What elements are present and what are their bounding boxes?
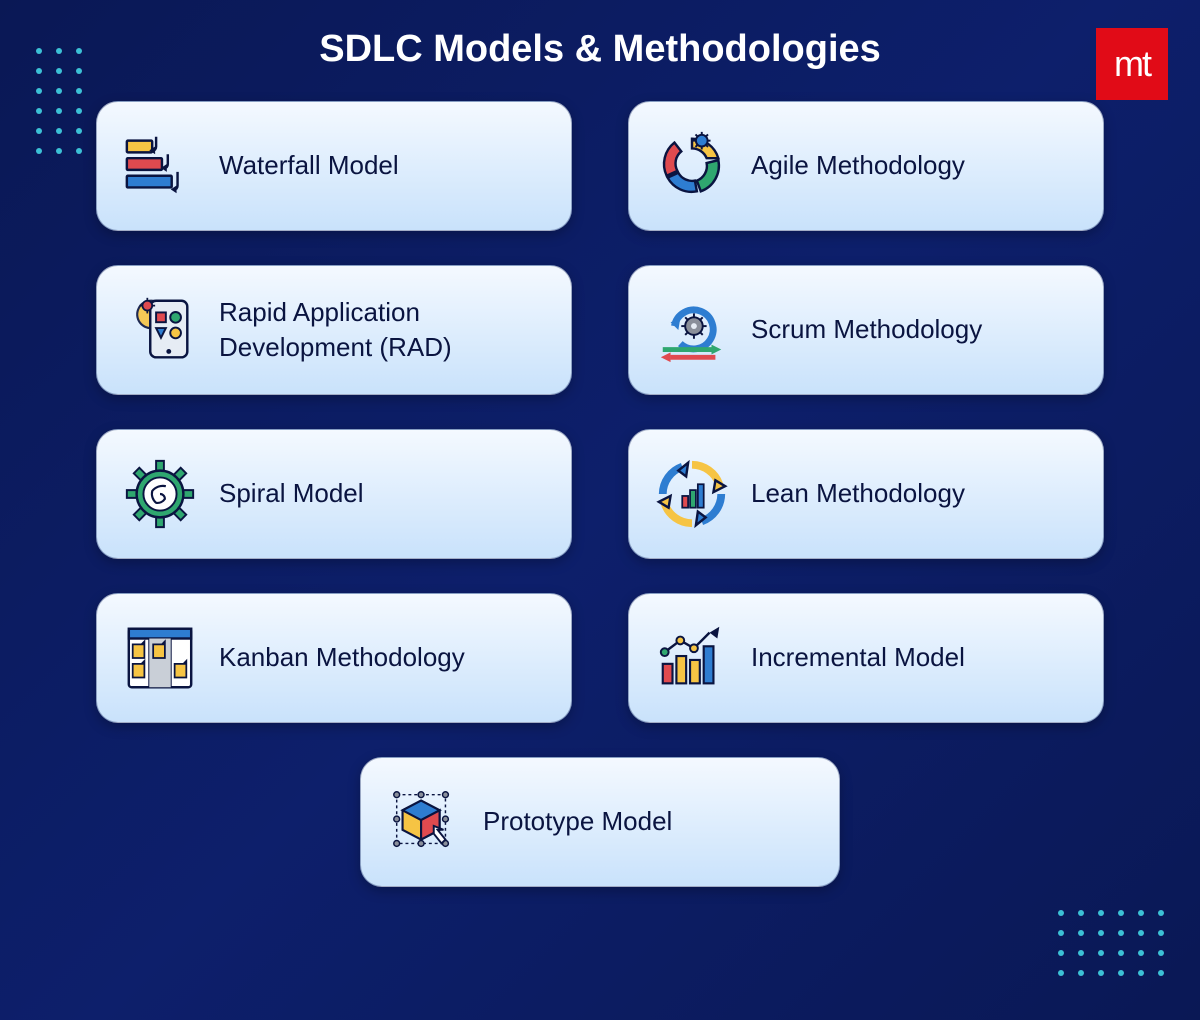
page-title: SDLC Models & Methodologies (0, 0, 1200, 101)
card-rad: Rapid Application Development (RAD) (96, 265, 572, 395)
kanban-icon (121, 619, 199, 697)
card-label: Lean Methodology (751, 476, 965, 511)
card-scrum: Scrum Methodology (628, 265, 1104, 395)
decorative-dots-top-left (36, 48, 82, 154)
decorative-dots-bottom-right (1058, 910, 1164, 976)
card-label: Agile Methodology (751, 148, 965, 183)
card-label: Prototype Model (483, 804, 672, 839)
incremental-icon (653, 619, 731, 697)
card-kanban: Kanban Methodology (96, 593, 572, 723)
card-label: Spiral Model (219, 476, 364, 511)
center-row: Prototype Model (0, 757, 1200, 887)
rad-icon (121, 291, 199, 369)
card-waterfall: Waterfall Model (96, 101, 572, 231)
card-incremental: Incremental Model (628, 593, 1104, 723)
brand-logo: mt (1096, 28, 1168, 100)
scrum-icon (653, 291, 731, 369)
card-label: Kanban Methodology (219, 640, 465, 675)
card-spiral: Spiral Model (96, 429, 572, 559)
card-label: Waterfall Model (219, 148, 399, 183)
card-agile: Agile Methodology (628, 101, 1104, 231)
card-lean: Lean Methodology (628, 429, 1104, 559)
card-label: Incremental Model (751, 640, 965, 675)
lean-icon (653, 455, 731, 533)
card-label: Scrum Methodology (751, 312, 982, 347)
prototype-icon (385, 783, 463, 861)
card-label: Rapid Application Development (RAD) (219, 295, 547, 365)
spiral-icon (121, 455, 199, 533)
card-prototype: Prototype Model (360, 757, 840, 887)
cards-grid: Waterfall Model Agile Meth (0, 101, 1200, 723)
agile-icon (653, 127, 731, 205)
waterfall-icon (121, 127, 199, 205)
